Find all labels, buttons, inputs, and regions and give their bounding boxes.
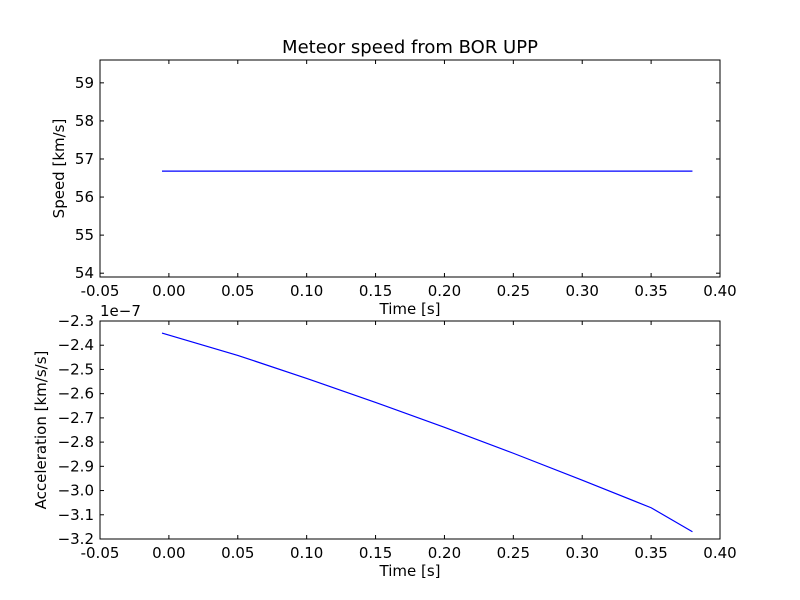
speed-y-tick-label: 56 — [75, 188, 94, 206]
acceleration-y-axis: −2.3 −2.4 −2.5 −2.6 −2.7 −2.8 −2.9 −3.0 −3.1 −3.2 — [58, 312, 720, 548]
speed-x-axis: -0.05 0.00 0.05 0.10 0.15 0.20 0.25 0.30 0.35 0.4… — [81, 60, 737, 300]
speed-y-tick-label: 58 — [75, 112, 94, 130]
speed-y-tick-label: 57 — [75, 150, 94, 168]
speed-y-axis: 54 55 56 57 58 59 — [75, 74, 720, 282]
acceleration-offset-label: 1e−7 — [100, 302, 141, 320]
acceleration-x-tick-label: 0.20 — [428, 544, 461, 562]
speed-plot-frame — [99, 59, 721, 278]
acceleration-chart: -0.05 0.00 0.05 0.10 0.15 0.20 0.25 0.30 0.35 0.4… — [32, 302, 737, 580]
acceleration-y-tick-label: −2.8 — [58, 433, 94, 451]
acceleration-x-tick-label: 0.00 — [152, 544, 185, 562]
acceleration-y-axis-label: Acceleration [km/s/s] — [32, 351, 50, 510]
acceleration-y-tick-label: −3.1 — [58, 506, 94, 524]
acceleration-y-tick-label: −2.4 — [58, 336, 94, 354]
acceleration-y-tick-label: −2.7 — [58, 409, 94, 427]
acceleration-y-tick-label: −3.2 — [58, 530, 94, 548]
acceleration-x-tick-label: 0.35 — [634, 544, 667, 562]
acceleration-series — [161, 332, 693, 533]
acceleration-x-axis-label: Time [s] — [379, 562, 441, 580]
speed-x-tick-label: 0.40 — [703, 282, 736, 300]
acceleration-plot-frame — [99, 320, 721, 540]
speed-x-tick-label: 0.10 — [290, 282, 323, 300]
acceleration-x-tick-label: 0.10 — [290, 544, 323, 562]
speed-x-axis-label: Time [s] — [379, 300, 441, 318]
acceleration-y-tick-label: −3.0 — [58, 482, 94, 500]
acceleration-y-tick-label: −2.9 — [58, 457, 94, 475]
speed-y-tick-label: 59 — [75, 74, 94, 92]
acceleration-x-tick-label: 0.15 — [359, 544, 392, 562]
speed-y-tick-label: 54 — [75, 264, 94, 282]
speed-x-tick-label: -0.05 — [81, 282, 120, 300]
acceleration-x-tick-label: 0.40 — [703, 544, 736, 562]
speed-x-tick-label: 0.25 — [497, 282, 530, 300]
acceleration-x-tick-label: 0.25 — [497, 544, 530, 562]
speed-chart: Meteor speed from BOR UPP -0.05 0.00 0.05 0… — [50, 37, 737, 318]
acceleration-x-tick-label: 0.05 — [221, 544, 254, 562]
speed-x-tick-label: 0.35 — [634, 282, 667, 300]
speed-y-tick-label: 55 — [75, 226, 94, 244]
speed-x-tick-label: 0.15 — [359, 282, 392, 300]
speed-x-tick-label: 0.00 — [152, 282, 185, 300]
acceleration-x-tick-label: -0.05 — [81, 544, 120, 562]
speed-y-axis-label: Speed [km/s] — [50, 119, 68, 219]
acceleration-y-tick-label: −2.6 — [58, 385, 94, 403]
acceleration-series-line — [161, 332, 693, 533]
acceleration-y-tick-label: −2.3 — [58, 312, 94, 330]
acceleration-x-axis: -0.05 0.00 0.05 0.10 0.15 0.20 0.25 0.30 0.35 0.4… — [81, 321, 737, 562]
speed-x-tick-label: 0.05 — [221, 282, 254, 300]
speed-x-tick-label: 0.30 — [566, 282, 599, 300]
speed-x-tick-label: 0.20 — [428, 282, 461, 300]
speed-chart-title: Meteor speed from BOR UPP — [282, 37, 538, 58]
acceleration-y-tick-label: −2.5 — [58, 360, 94, 378]
acceleration-x-tick-label: 0.30 — [566, 544, 599, 562]
